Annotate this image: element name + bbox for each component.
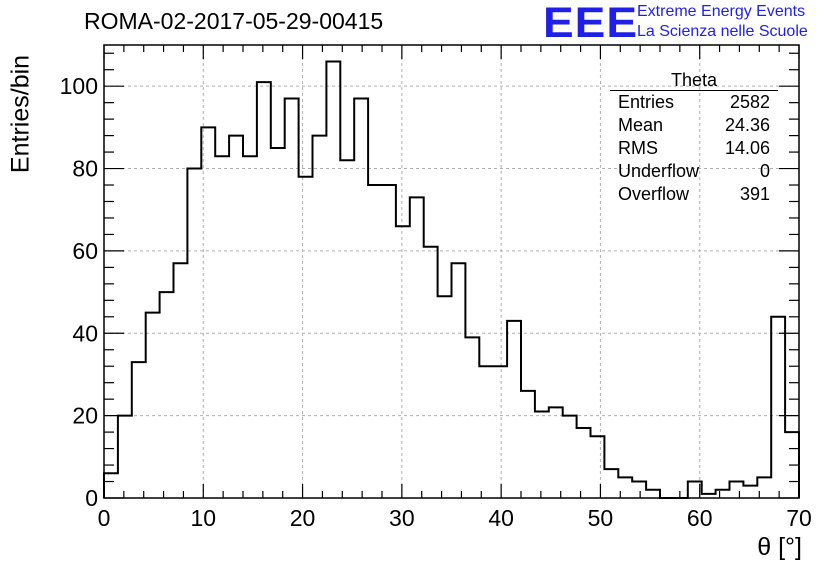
x-tick-label: 40	[488, 505, 514, 531]
histogram-bin	[215, 156, 229, 498]
y-tick-label: 20	[72, 403, 98, 429]
histogram-bin	[730, 482, 744, 498]
logo-line-1: Extreme Energy Events	[637, 3, 806, 20]
y-axis-label: Entries/bin	[6, 54, 35, 174]
y-tick-label: 80	[72, 156, 98, 182]
plot-frame	[103, 44, 800, 499]
stats-row-entries: Entries 2582	[610, 91, 778, 114]
histogram-bin	[604, 469, 618, 498]
eee-logo-caption: Extreme Energy Events La Scienza nelle S…	[637, 2, 808, 42]
histogram-bin	[299, 177, 313, 498]
histogram-bin	[243, 156, 257, 498]
histogram-outline	[103, 60, 800, 499]
stats-value: 391	[739, 184, 770, 204]
stats-row-overflow: Overflow 391	[610, 183, 778, 206]
histogram-bin	[396, 226, 410, 498]
x-tick-label: 70	[786, 505, 812, 531]
stats-title: Theta	[610, 70, 778, 91]
histogram-bin	[340, 160, 354, 498]
histogram-bin	[132, 362, 146, 498]
x-tick-label: 60	[687, 505, 713, 531]
grid-lines	[104, 45, 799, 498]
histogram-bin	[743, 486, 757, 498]
histogram-bin	[382, 185, 396, 498]
stats-label: Entries	[618, 92, 675, 112]
histogram-bin	[146, 313, 160, 498]
stats-label: RMS	[618, 138, 658, 158]
stats-label: Mean	[618, 115, 664, 135]
histogram-bin	[632, 482, 646, 498]
histogram-bin	[229, 136, 243, 498]
histogram-bin	[479, 366, 493, 498]
histogram-bin	[104, 473, 118, 498]
stats-value: 24.36	[724, 115, 770, 135]
histogram-bin	[535, 412, 549, 498]
histogram-bin	[563, 416, 577, 498]
stats-value: 2582	[729, 92, 770, 112]
histogram-bin	[771, 317, 785, 498]
histogram-bin	[285, 99, 299, 498]
histogram-bin	[160, 292, 174, 498]
histogram-bin	[424, 247, 438, 498]
histogram-bin	[368, 185, 382, 498]
stats-row-underflow: Underflow 0	[610, 160, 778, 183]
histogram-bin	[493, 366, 507, 498]
histogram-bin	[313, 136, 327, 498]
axis-ticks	[103, 45, 800, 499]
histogram-series	[103, 60, 800, 499]
x-tick-label: 10	[190, 505, 216, 531]
histogram-bin	[271, 148, 285, 498]
histogram-bin	[591, 436, 605, 498]
x-tick-label: 0	[98, 505, 111, 531]
histogram-bin	[438, 296, 452, 498]
logo-line-2: La Scienza nelle Scuole	[637, 23, 808, 40]
stats-label: Underflow	[618, 161, 700, 181]
stats-value: 14.06	[724, 138, 770, 158]
tick-labels: 0 10 20 30 40 50 60 70 0 20 40 60 80 100	[60, 73, 812, 531]
histogram-bin	[174, 263, 188, 498]
y-tick-label: 0	[85, 485, 98, 511]
y-tick-label: 60	[72, 238, 98, 264]
stats-row-mean: Mean 24.36	[610, 114, 778, 137]
histogram-bin	[118, 416, 132, 498]
stats-row-rms: RMS 14.06	[610, 137, 778, 160]
histogram-bin	[716, 490, 730, 498]
x-tick-label: 20	[290, 505, 316, 531]
histogram-bin	[465, 337, 479, 498]
y-tick-label: 100	[60, 73, 98, 99]
histogram-bin	[326, 61, 340, 498]
chart-title: ROMA-02-2017-05-29-00415	[84, 8, 384, 34]
histogram-bin	[521, 391, 535, 498]
x-axis-label: θ [°]	[757, 533, 802, 561]
histogram-bin	[410, 197, 424, 498]
histogram-bin	[549, 407, 563, 498]
y-tick-label: 40	[72, 320, 98, 346]
x-tick-label: 50	[588, 505, 614, 531]
x-tick-label: 30	[389, 505, 415, 531]
histogram-bin	[452, 263, 466, 498]
histogram-bin	[257, 82, 271, 498]
stats-value: 0	[759, 161, 770, 181]
stats-box: Theta Entries 2582 Mean 24.36 RMS 14.06 Und…	[610, 70, 778, 206]
histogram-bin	[646, 490, 660, 498]
histogram-bin	[507, 321, 521, 498]
plot-border	[103, 44, 800, 499]
histogram-bin	[354, 99, 368, 498]
histogram-bin	[577, 428, 591, 498]
eee-logo: EEE	[543, 0, 639, 47]
stats-label: Overflow	[618, 184, 690, 204]
